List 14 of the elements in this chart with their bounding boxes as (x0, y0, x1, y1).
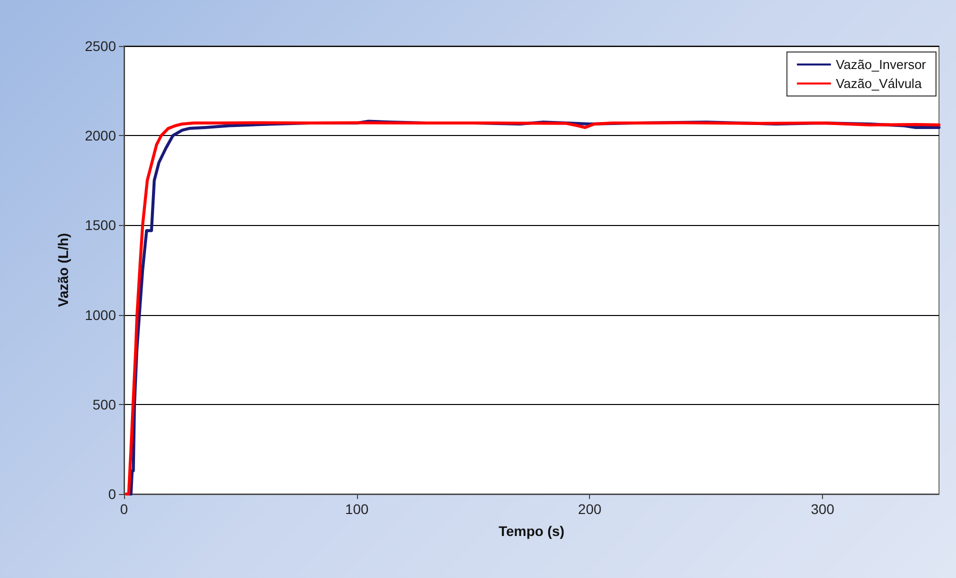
x-tick-label: 0 (120, 501, 128, 517)
y-tick-label: 2500 (84, 38, 116, 54)
legend-label: Vazão_Válvula (836, 76, 922, 91)
y-tick-label: 2000 (84, 128, 116, 144)
y-tick-label: 0 (108, 486, 116, 502)
y-tick-label: 1000 (84, 306, 116, 323)
x-tick-label: 100 (345, 501, 369, 517)
x-tick-label: 300 (810, 501, 834, 517)
x-axis-title: Tempo (s) (498, 523, 564, 539)
x-tick-label: 200 (578, 501, 602, 517)
y-tick-label: 500 (92, 396, 116, 412)
y-tick-label: 1500 (84, 217, 116, 234)
y-axis-title: Vazão (L/h) (55, 233, 71, 307)
legend-label: Vazão_Inversor (836, 57, 927, 72)
